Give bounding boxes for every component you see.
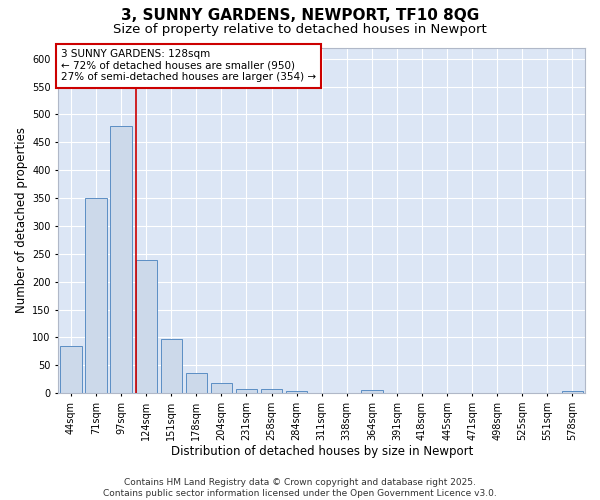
Bar <box>161 339 182 393</box>
Bar <box>61 346 82 393</box>
Bar <box>261 390 282 393</box>
Text: 3, SUNNY GARDENS, NEWPORT, TF10 8QG: 3, SUNNY GARDENS, NEWPORT, TF10 8QG <box>121 8 479 22</box>
Text: Size of property relative to detached houses in Newport: Size of property relative to detached ho… <box>113 22 487 36</box>
Bar <box>110 126 132 393</box>
X-axis label: Distribution of detached houses by size in Newport: Distribution of detached houses by size … <box>170 444 473 458</box>
Bar <box>185 373 207 393</box>
Bar <box>562 391 583 393</box>
Text: Contains HM Land Registry data © Crown copyright and database right 2025.
Contai: Contains HM Land Registry data © Crown c… <box>103 478 497 498</box>
Bar <box>286 391 307 393</box>
Bar <box>236 390 257 393</box>
Text: 3 SUNNY GARDENS: 128sqm
← 72% of detached houses are smaller (950)
27% of semi-d: 3 SUNNY GARDENS: 128sqm ← 72% of detache… <box>61 49 316 82</box>
Bar <box>85 198 107 393</box>
Bar <box>361 390 383 393</box>
Bar <box>211 383 232 393</box>
Bar <box>136 260 157 393</box>
Y-axis label: Number of detached properties: Number of detached properties <box>15 128 28 314</box>
